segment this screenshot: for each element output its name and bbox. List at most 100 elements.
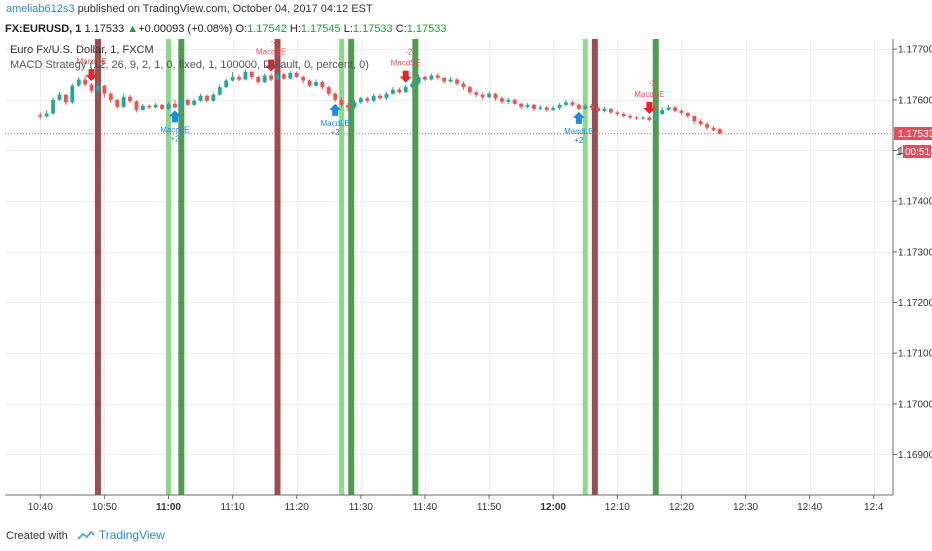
candle-body (397, 89, 402, 93)
candle-body (390, 89, 395, 94)
candle-body (628, 116, 633, 118)
time-tick-label: 12:20 (669, 502, 694, 513)
time-tick-label: 11:00 (156, 502, 181, 513)
candle-body (378, 95, 382, 99)
current-price-box (894, 127, 932, 140)
candle-body (83, 79, 88, 85)
current-price-tag: 1.17533 (894, 127, 932, 140)
candle-body (249, 71, 254, 77)
marker-signal-label: MacdSE (76, 57, 106, 66)
marker-signal-label: MacdSE (634, 90, 664, 99)
time-tick-label: 10:50 (92, 502, 117, 513)
trade-bands (94, 39, 659, 495)
candle-body (596, 107, 600, 111)
price-chart[interactable]: -2MacdSEMacdLE+2-2MacdSEMacdLE+2-2MacdSE… (0, 39, 932, 520)
price-tick-label: 1.16900 (898, 450, 932, 461)
candle-body (512, 99, 517, 104)
candle-body (615, 112, 620, 114)
time-tick-label: 10:40 (28, 502, 53, 513)
publish-info: published on TradingView.com, October 04… (77, 3, 373, 15)
candle-body (576, 104, 581, 109)
candle-body (224, 80, 229, 88)
arrow-down-icon (85, 69, 98, 82)
publish-header: ameliab612s3 published on TradingView.co… (0, 0, 932, 19)
candle-body (314, 82, 318, 86)
short-position-band (94, 39, 101, 495)
candle-body (448, 79, 453, 82)
price-tick-label: 1.17300 (898, 247, 932, 258)
arrow-down-icon (643, 102, 656, 115)
long-position-band (652, 39, 659, 495)
marker-qty-label: -2 (405, 48, 413, 57)
long-position-band (178, 39, 185, 495)
candle-body (192, 100, 197, 105)
candle-body (371, 95, 376, 101)
candle-body (256, 77, 261, 83)
candle-body (589, 105, 594, 108)
tradingview-brand-link[interactable]: TradingView (98, 528, 165, 542)
candle-body (262, 75, 267, 83)
candle-body (121, 96, 126, 107)
trade-markers: -2MacdSEMacdLE+2-2MacdSEMacdLE+2-2MacdSE… (76, 39, 664, 145)
symbol-label[interactable]: FX:EURUSD, 1 (5, 23, 82, 35)
long-position-band (582, 39, 588, 495)
candle-body (538, 107, 543, 109)
candle-body (57, 94, 62, 100)
candle-body (692, 116, 697, 122)
time-tick-label: 11:20 (285, 502, 310, 513)
candle-body (38, 115, 43, 117)
candle-body (429, 75, 434, 80)
candle-body (608, 108, 613, 113)
candle-body (211, 94, 216, 101)
price-tick-label: 1.17100 (898, 349, 932, 360)
candle-body (564, 102, 568, 105)
price-tick-label: 1.17200 (898, 298, 932, 309)
candle-body (275, 74, 280, 80)
candle-body (352, 102, 357, 108)
candle-body (237, 77, 241, 80)
candle-body (128, 96, 132, 102)
up-arrow-icon: ▲ (127, 23, 139, 35)
candle-body (205, 95, 209, 101)
candle-body (384, 93, 389, 99)
close-value: 1.17533 (406, 23, 447, 35)
time-axis[interactable]: 10:40 10:50 11:00 11:10 11:20 11:30 11:40 11:50… (28, 495, 884, 513)
author-link[interactable]: ameliab612s3 (6, 3, 75, 15)
candle-body (288, 72, 293, 79)
time-tick-label: 12:4 (864, 502, 884, 513)
time-tick-label: 12:00 (540, 502, 566, 513)
candle-body (493, 93, 498, 99)
close-label: C: (395, 23, 407, 35)
marker-signal-label: MacdLE (160, 125, 189, 134)
candle-body (487, 93, 491, 98)
candle-body (243, 71, 248, 80)
candle-body (70, 85, 75, 103)
legend-instrument[interactable]: Euro Fx/U.S. Dollar, 1, FXCM (10, 44, 154, 56)
candle-body (544, 107, 549, 110)
candle-body (519, 103, 524, 107)
candle-body (51, 99, 56, 114)
candle-body (403, 87, 408, 93)
candle-body (653, 113, 658, 121)
candle-body (76, 79, 81, 86)
candle-body (63, 94, 68, 103)
candle-body (410, 83, 415, 88)
candle-body (570, 102, 575, 105)
long-position-band (339, 39, 345, 495)
candle-body (416, 77, 421, 84)
time-tick-label: 11:40 (413, 502, 438, 513)
legend-strategy[interactable]: MACD Strategy (12, 26, 9, 2, 1, 0, fixed… (10, 59, 369, 71)
candle-body (685, 112, 690, 117)
price-change: +0.00093 (+0.08%) (138, 23, 233, 35)
countdown-label: 00:51 (905, 147, 930, 158)
marker-qty-label: -2 (91, 46, 99, 55)
arrow-up-icon (329, 103, 342, 116)
countdown-box (903, 145, 931, 158)
candle-body (281, 74, 286, 79)
candle-body (698, 121, 703, 125)
candle-body (89, 84, 94, 91)
time-tick-label: 12:30 (733, 502, 758, 513)
time-tick-label: 12:10 (605, 502, 630, 513)
candle-body (115, 99, 120, 107)
candle-body (166, 103, 171, 109)
